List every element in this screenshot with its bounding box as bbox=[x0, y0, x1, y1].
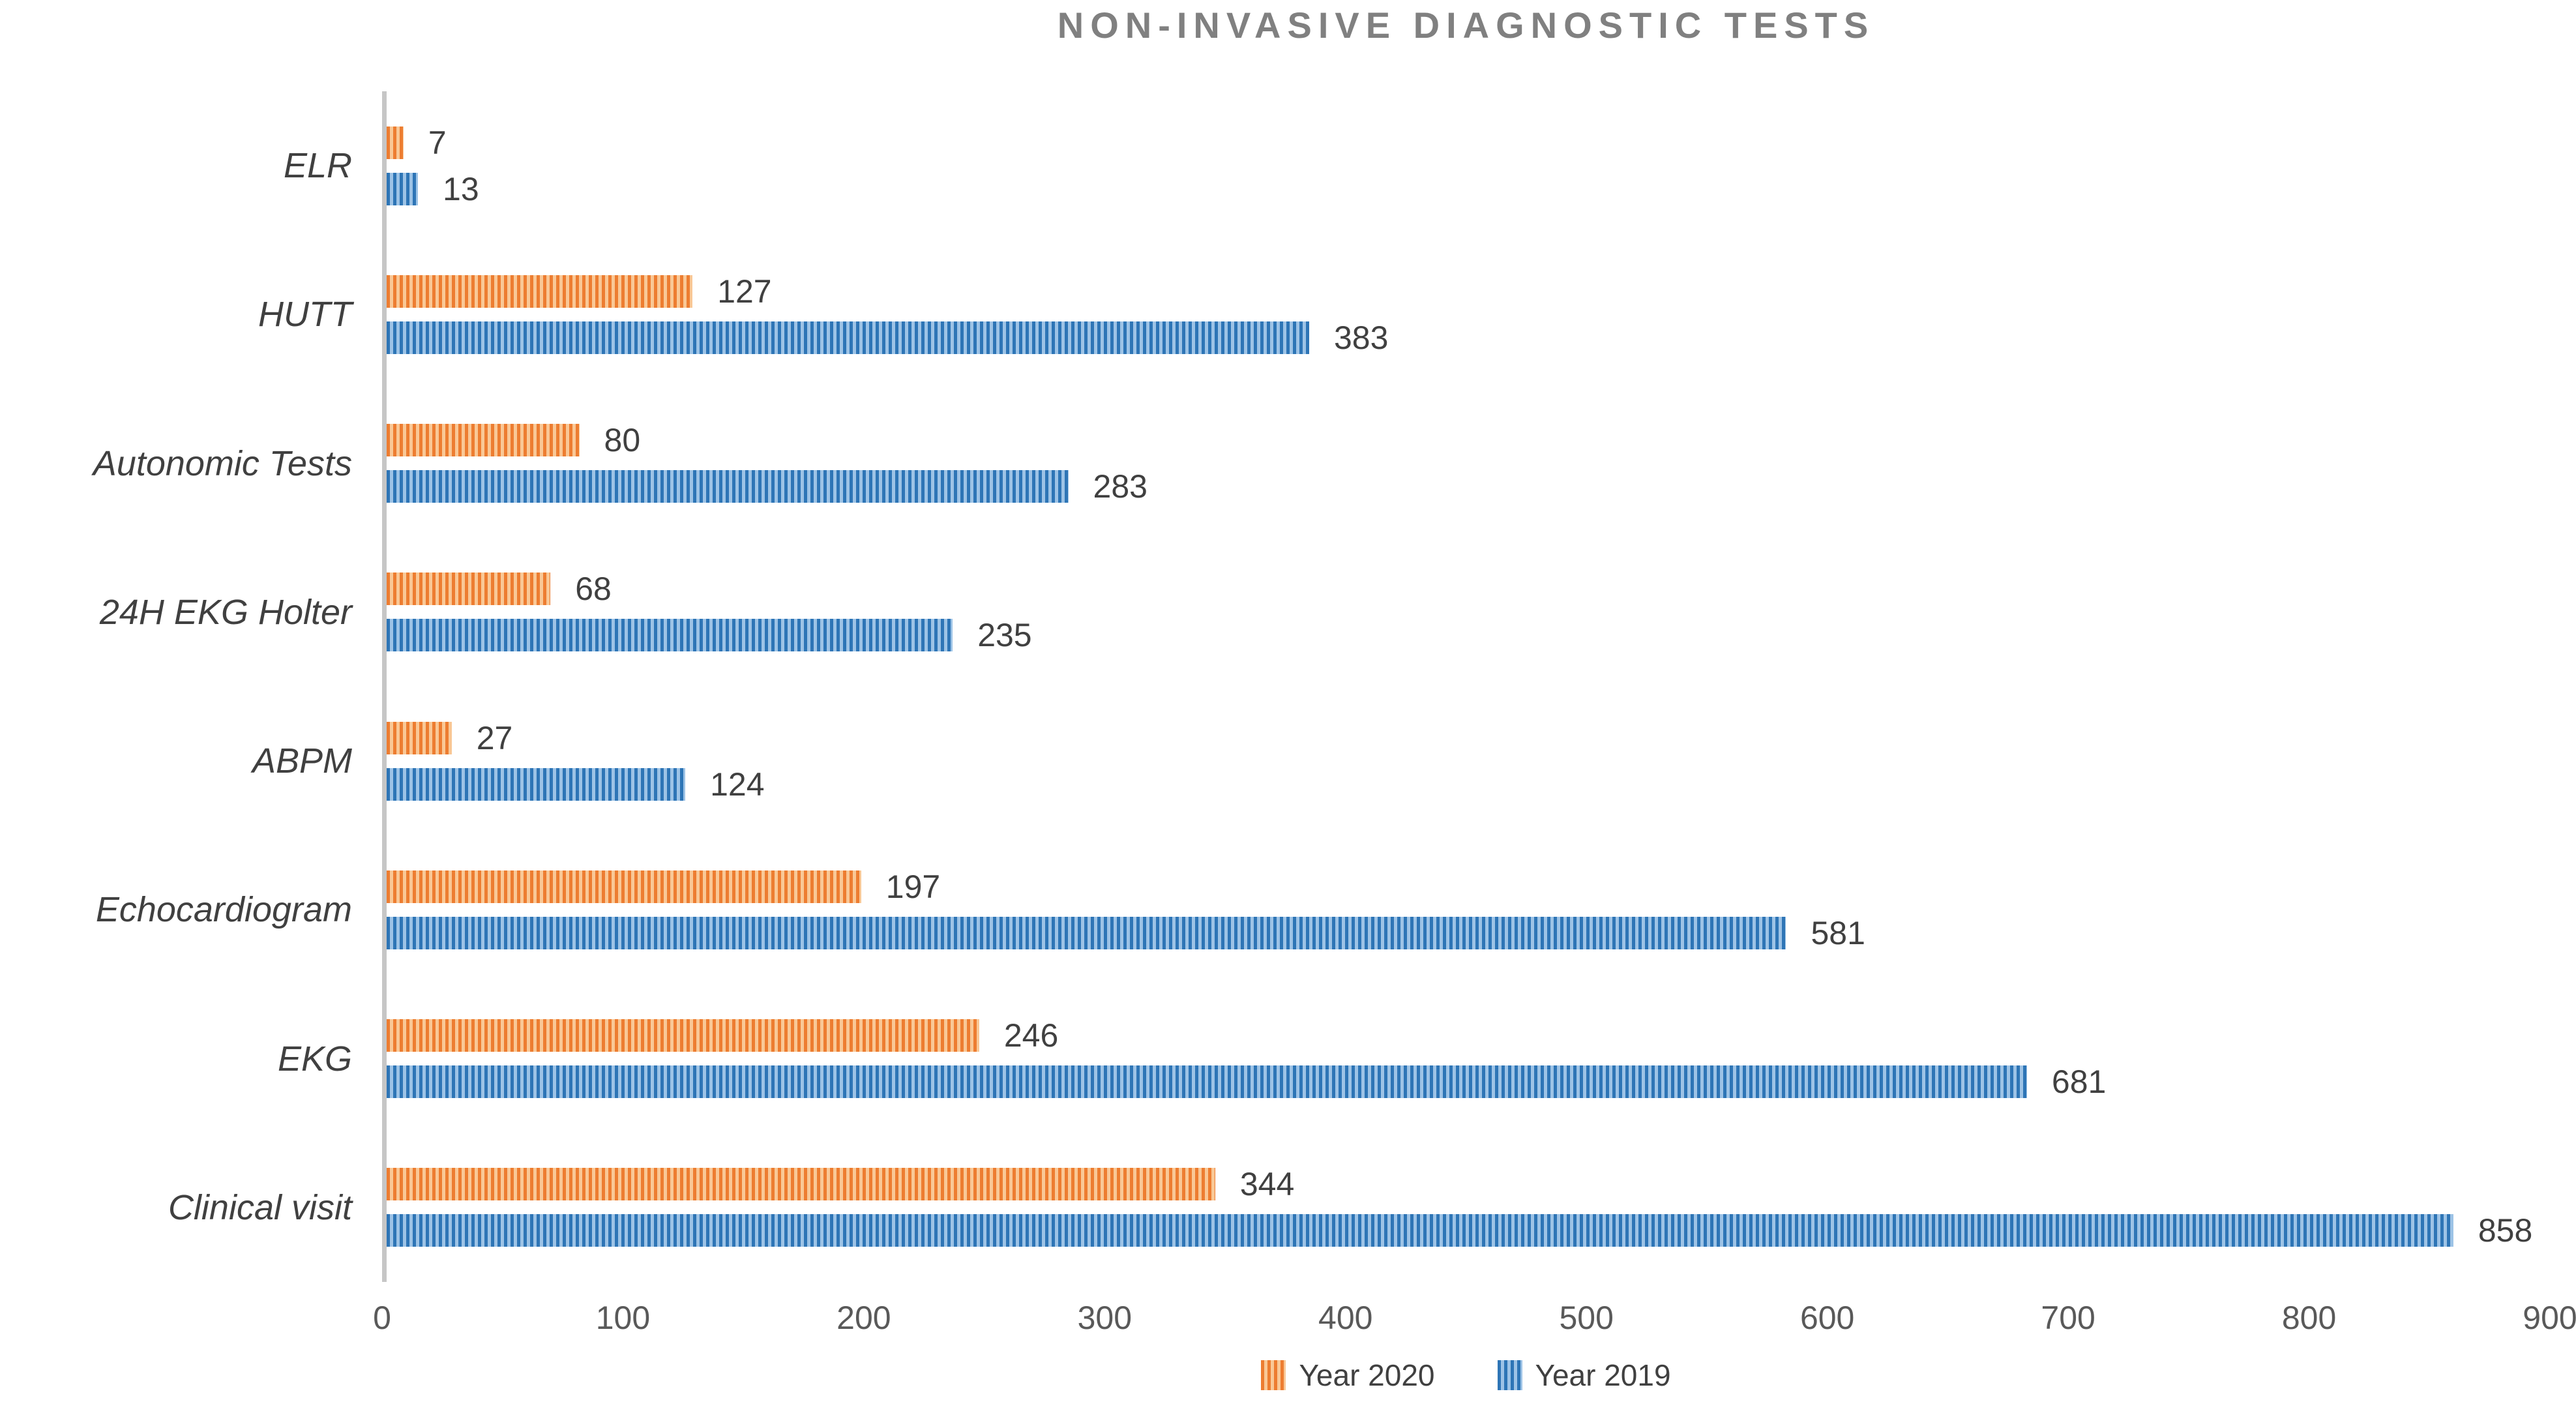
bar-group-abpm: 27 124 bbox=[387, 687, 2554, 835]
legend-swatch-year-2020 bbox=[1261, 1360, 1286, 1390]
bar-line-year-2020-elr: 7 bbox=[387, 126, 2554, 159]
bar-line-year-2019-echocardiogram: 581 bbox=[387, 914, 2554, 951]
x-tick-label-500: 500 bbox=[1559, 1300, 1614, 1336]
legend-label-year-2019: Year 2019 bbox=[1535, 1358, 1671, 1392]
category-label-autonomic-tests: Autonomic Tests bbox=[93, 443, 352, 483]
plot-area: 7 13 127 383 80 283 68 235 27 124 197 581 246 681 344 8… bbox=[382, 91, 2554, 1282]
bar-year-2019-clinical-visit bbox=[387, 1214, 2453, 1247]
bar-line-year-2019-autonomic-tests: 283 bbox=[387, 470, 2554, 503]
bar-year-2020-echocardiogram bbox=[387, 870, 861, 903]
x-tick-label-700: 700 bbox=[2041, 1300, 2095, 1336]
bar-line-year-2019-ekg: 681 bbox=[387, 1064, 2554, 1101]
x-tick-label-300: 300 bbox=[1077, 1300, 1133, 1336]
category-axis: ELR HUTT Autonomic Tests 24H EKG Holter ABPM… bbox=[0, 91, 352, 1282]
x-tick-label-0: 0 bbox=[373, 1300, 391, 1336]
category-label-elr: ELR bbox=[283, 146, 352, 186]
bar-line-year-2019-hutt: 383 bbox=[387, 321, 2554, 354]
data-label-year-2020-autonomic-tests: 80 bbox=[604, 422, 641, 459]
bar-year-2020-ekg bbox=[387, 1019, 979, 1052]
data-label-year-2020-echocardiogram: 197 bbox=[885, 868, 941, 905]
category-label-echocardiogram: Echocardiogram bbox=[95, 890, 352, 930]
bar-group-elr: 7 13 bbox=[387, 91, 2554, 240]
bar-line-year-2020-hutt: 127 bbox=[387, 275, 2554, 308]
bar-group-24h-ekg-holter: 68 235 bbox=[387, 538, 2554, 687]
bar-line-year-2019-elr: 13 bbox=[387, 170, 2554, 207]
bar-line-year-2020-autonomic-tests: 80 bbox=[387, 422, 2554, 459]
x-tick-label-600: 600 bbox=[1799, 1300, 1855, 1336]
bar-year-2020-clinical-visit bbox=[387, 1168, 1215, 1201]
category-label-24h-ekg-holter: 24H EKG Holter bbox=[99, 592, 352, 632]
legend: Year 2020 Year 2019 bbox=[382, 1358, 2550, 1393]
value-axis: 0 100 200 300 400 500 600 700 800 900 bbox=[373, 1299, 2576, 1338]
chart-title: NON-INVASIVE DIAGNOSTIC TESTS bbox=[1057, 5, 1875, 46]
data-label-year-2019-hutt: 383 bbox=[1333, 319, 1389, 356]
data-label-year-2019-ekg: 681 bbox=[2051, 1064, 2107, 1101]
bar-year-2019-ekg bbox=[387, 1065, 2027, 1099]
bar-year-2019-elr bbox=[387, 172, 419, 205]
x-tick-label-200: 200 bbox=[836, 1300, 891, 1336]
x-tick-label-800: 800 bbox=[2281, 1300, 2337, 1336]
data-label-year-2020-hutt: 127 bbox=[717, 273, 772, 310]
data-label-year-2019-clinical-visit: 858 bbox=[2478, 1212, 2533, 1249]
bar-year-2019-abpm bbox=[387, 767, 686, 801]
data-label-year-2019-elr: 13 bbox=[443, 170, 479, 207]
data-label-year-2019-echocardiogram: 581 bbox=[1811, 914, 1865, 951]
bar-group-autonomic-tests: 80 283 bbox=[387, 389, 2554, 538]
category-label-hutt: HUTT bbox=[258, 295, 352, 335]
bar-line-year-2020-echocardiogram: 197 bbox=[387, 870, 2554, 903]
data-label-year-2020-24h-ekg-holter: 68 bbox=[575, 571, 612, 608]
bar-group-hutt: 127 383 bbox=[387, 240, 2554, 389]
legend-item-year-2020: Year 2020 bbox=[1261, 1358, 1435, 1393]
x-tick-label-900: 900 bbox=[2523, 1300, 2576, 1336]
data-label-year-2020-ekg: 246 bbox=[1003, 1017, 1059, 1054]
bar-year-2020-hutt bbox=[387, 275, 693, 308]
bar-rows: 7 13 127 383 80 283 68 235 27 124 197 581 246 681 344 8… bbox=[387, 91, 2554, 1282]
x-tick-label-100: 100 bbox=[595, 1300, 651, 1336]
category-label-clinical-visit: Clinical visit bbox=[168, 1187, 352, 1227]
bar-year-2020-abpm bbox=[387, 721, 452, 754]
data-label-year-2019-24h-ekg-holter: 235 bbox=[977, 617, 1032, 654]
bar-group-clinical-visit: 344 858 bbox=[387, 1133, 2554, 1282]
data-label-year-2020-clinical-visit: 344 bbox=[1239, 1166, 1295, 1203]
bar-line-year-2019-clinical-visit: 858 bbox=[387, 1214, 2554, 1247]
bar-line-year-2020-abpm: 27 bbox=[387, 719, 2554, 756]
bar-year-2020-elr bbox=[387, 126, 404, 159]
data-label-year-2019-abpm: 124 bbox=[710, 766, 765, 803]
bar-year-2019-hutt bbox=[387, 321, 1309, 354]
data-label-year-2020-elr: 7 bbox=[428, 124, 447, 161]
bar-year-2019-echocardiogram bbox=[387, 916, 1786, 949]
x-tick-label-400: 400 bbox=[1318, 1300, 1373, 1336]
bar-line-year-2020-clinical-visit: 344 bbox=[387, 1166, 2554, 1203]
legend-item-year-2019: Year 2019 bbox=[1497, 1358, 1671, 1393]
bar-year-2019-autonomic-tests bbox=[387, 470, 1069, 503]
category-label-ekg: EKG bbox=[277, 1039, 352, 1078]
data-label-year-2019-autonomic-tests: 283 bbox=[1093, 468, 1147, 505]
bar-line-year-2020-24h-ekg-holter: 68 bbox=[387, 571, 2554, 608]
legend-swatch-year-2019 bbox=[1497, 1360, 1522, 1390]
bar-year-2020-autonomic-tests bbox=[387, 424, 580, 457]
legend-label-year-2020: Year 2020 bbox=[1299, 1358, 1435, 1392]
category-label-abpm: ABPM bbox=[252, 741, 352, 781]
bar-line-year-2019-24h-ekg-holter: 235 bbox=[387, 617, 2554, 654]
bar-year-2020-24h-ekg-holter bbox=[387, 573, 551, 606]
bar-line-year-2020-ekg: 246 bbox=[387, 1019, 2554, 1052]
data-label-year-2020-abpm: 27 bbox=[476, 719, 513, 756]
bar-year-2019-24h-ekg-holter bbox=[387, 619, 953, 652]
bar-line-year-2019-abpm: 124 bbox=[387, 766, 2554, 803]
bar-group-echocardiogram: 197 581 bbox=[387, 835, 2554, 984]
bar-group-ekg: 246 681 bbox=[387, 985, 2554, 1133]
